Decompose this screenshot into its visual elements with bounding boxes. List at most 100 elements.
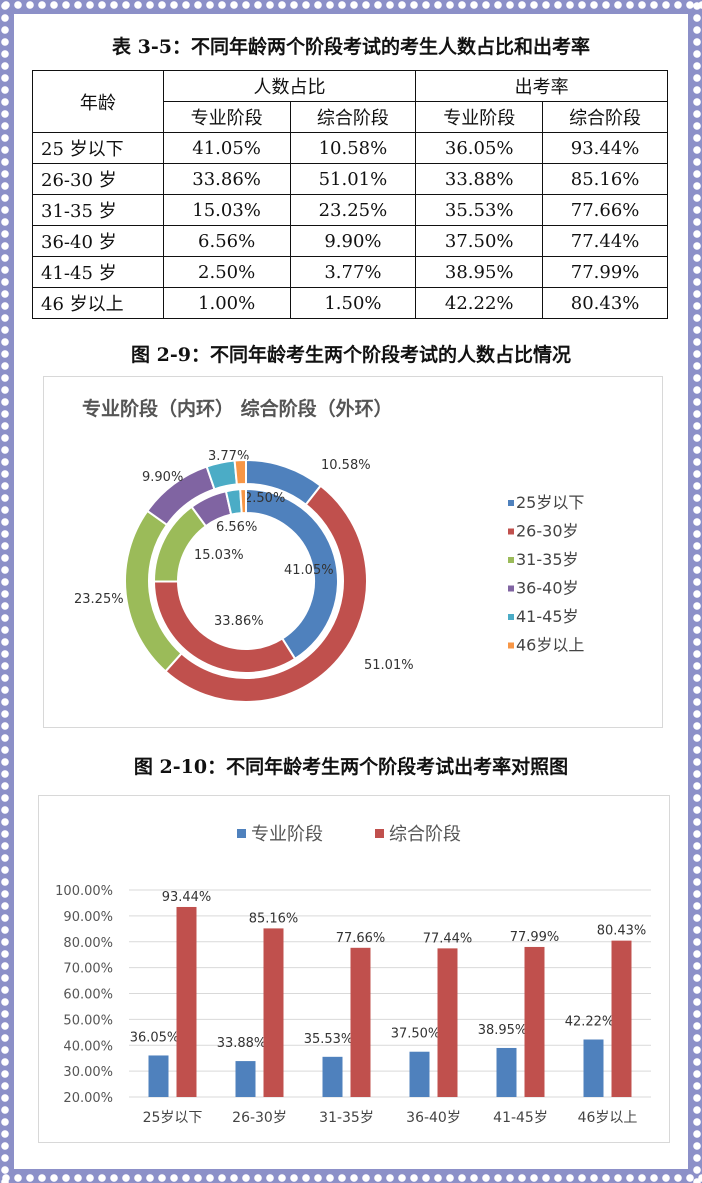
subheader: 专业阶段: [162, 101, 291, 133]
legend-label: 综合阶段: [389, 824, 461, 845]
donut-subtitle: 专业阶段（内环） 综合阶段（外环）: [82, 397, 393, 420]
y-tick-label: 30.00%: [63, 1065, 113, 1080]
bar-professional: [409, 1051, 430, 1097]
age-cell: 41-45 岁: [32, 256, 164, 288]
bar-data-label: 38.95%: [478, 1023, 528, 1038]
header-age: 年龄: [32, 70, 164, 133]
donut-slice-outer: [164, 484, 368, 703]
table-row: 36-40 岁 6.56% 9.90% 37.50% 77.44%: [32, 225, 668, 257]
x-tick-label: 41-45岁: [493, 1110, 548, 1126]
border-scallop-top: [0, 0, 702, 10]
bar-comprehensive: [524, 946, 545, 1097]
bar-chart-title: 图 2-10：不同年龄考生两个阶段考试出考率对照图: [133, 756, 569, 778]
header-rate: 出考率: [415, 70, 668, 102]
bar-professional: [235, 1061, 256, 1097]
age-cell: 46 岁以上: [32, 287, 164, 319]
bar-data-label: 80.43%: [597, 924, 647, 939]
x-tick-label: 36-40岁: [406, 1110, 461, 1126]
x-tick-label: 46岁以上: [578, 1110, 638, 1126]
border-scallop-bottom: [0, 1173, 702, 1183]
value-cell: 85.16%: [542, 163, 668, 195]
age-cell: 26-30 岁: [32, 163, 164, 195]
subheader: 专业阶段: [415, 101, 544, 133]
donut-slice-inner: [239, 487, 247, 515]
legend-label: 46岁以上: [516, 636, 584, 655]
bar-data-label: 35.53%: [304, 1032, 354, 1047]
donut-data-label: 51.01%: [364, 658, 414, 673]
y-tick-label: 80.00%: [63, 936, 113, 951]
data-table: 年龄 人数占比 出考率 专业阶段 综合阶段 专业阶段 综合阶段 25 岁以下 41.05…: [32, 70, 668, 319]
table-row: 31-35 岁 15.03% 23.25% 35.53% 77.66%: [32, 194, 668, 226]
x-tick-label: 26-30岁: [232, 1110, 287, 1126]
bar-comprehensive: [611, 940, 632, 1097]
age-cell: 31-35 岁: [32, 194, 164, 226]
value-cell: 23.25%: [289, 194, 417, 226]
legend-marker: [508, 585, 514, 592]
table-row: 25 岁以下 41.05% 10.58% 36.05% 93.44%: [32, 132, 668, 164]
bar-data-label: 93.44%: [162, 890, 212, 905]
value-cell: 6.56%: [162, 225, 291, 257]
legend-marker: [508, 642, 514, 649]
legend-label: 25岁以下: [516, 493, 584, 512]
bar-comprehensive: [263, 928, 284, 1097]
value-cell: 51.01%: [289, 163, 417, 195]
legend-label: 31-35岁: [516, 550, 579, 569]
age-cell: 36-40 岁: [32, 225, 164, 257]
value-cell: 15.03%: [162, 194, 291, 226]
legend-marker: [237, 829, 246, 838]
age-cell: 25 岁以下: [32, 132, 164, 164]
value-cell: 33.88%: [415, 163, 544, 195]
bar-data-label: 33.88%: [217, 1036, 267, 1051]
donut-chart-title: 图 2-9：不同年龄考生两个阶段考试的人数占比情况: [131, 344, 571, 366]
y-tick-label: 60.00%: [63, 988, 113, 1003]
bar-professional: [148, 1055, 169, 1097]
value-cell: 36.05%: [415, 132, 544, 164]
legend-marker: [508, 528, 514, 535]
legend-label: 41-45岁: [516, 607, 579, 626]
legend-label: 36-40岁: [516, 579, 579, 598]
legend-label: 专业阶段: [251, 824, 323, 845]
bar-data-label: 77.99%: [510, 930, 560, 945]
subheader: 综合阶段: [289, 101, 417, 133]
bar-data-label: 77.44%: [423, 931, 473, 946]
donut-data-label: 15.03%: [194, 548, 244, 563]
donut-data-label: 10.58%: [321, 458, 371, 473]
donut-data-label: 23.25%: [74, 592, 124, 607]
value-cell: 42.22%: [415, 287, 544, 319]
x-tick-label: 31-35岁: [319, 1110, 374, 1126]
subheader: 综合阶段: [542, 101, 668, 133]
bar-data-label: 42.22%: [565, 1015, 615, 1030]
bar-data-label: 77.66%: [336, 931, 386, 946]
legend-label: 26-30岁: [516, 522, 579, 541]
bar-comprehensive: [437, 948, 458, 1097]
bar-comprehensive: [350, 947, 371, 1097]
value-cell: 33.86%: [162, 163, 291, 195]
donut-slice-outer: [233, 458, 247, 486]
table-row: 41-45 岁 2.50% 3.77% 38.95% 77.99%: [32, 256, 668, 288]
legend-marker: [375, 829, 384, 838]
value-cell: 1.00%: [162, 287, 291, 319]
donut-chart: 专业阶段（内环） 综合阶段（外环） 41.05% 33.86% 15.03% 6.56%…: [43, 376, 663, 728]
border-scallop-right: [692, 0, 702, 1183]
value-cell: 2.50%: [162, 256, 291, 288]
value-cell: 10.58%: [289, 132, 417, 164]
bar-professional: [322, 1056, 343, 1097]
value-cell: 37.50%: [415, 225, 544, 257]
bar-comprehensive: [176, 906, 197, 1097]
border-scallop-left: [0, 0, 10, 1183]
bar-data-label: 85.16%: [249, 911, 299, 926]
value-cell: 3.77%: [289, 256, 417, 288]
donut-data-label: 2.50%: [244, 491, 285, 506]
y-tick-label: 90.00%: [63, 910, 113, 925]
value-cell: 35.53%: [415, 194, 544, 226]
donut-data-label: 33.86%: [214, 614, 264, 629]
legend-marker: [508, 557, 514, 563]
y-tick-label: 50.00%: [63, 1013, 113, 1028]
value-cell: 1.50%: [289, 287, 417, 319]
legend-marker: [508, 500, 514, 506]
bar-chart: 20.00% 30.00% 40.00% 50.00% 60.00% 70.00% 80.0…: [38, 795, 670, 1143]
y-tick-label: 70.00%: [63, 962, 113, 977]
donut-data-label: 41.05%: [284, 563, 334, 578]
bar-professional: [583, 1039, 604, 1097]
value-cell: 80.43%: [542, 287, 668, 319]
